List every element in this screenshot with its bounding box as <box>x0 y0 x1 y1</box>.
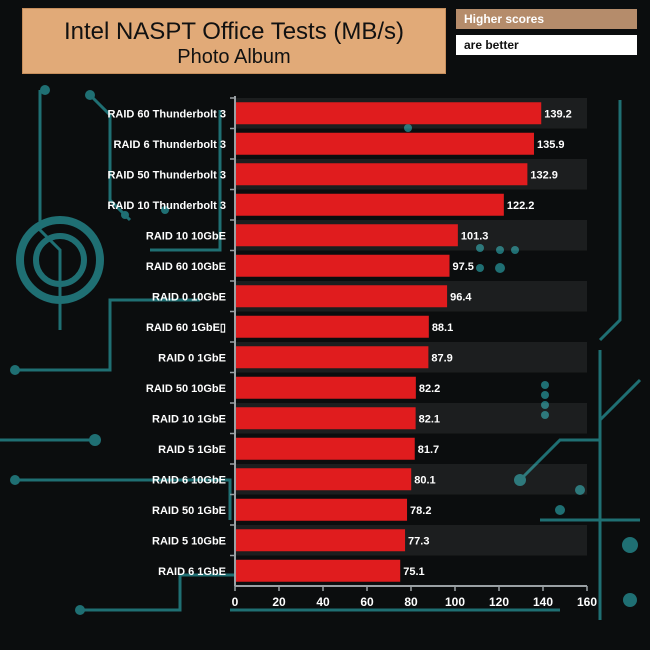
circuit-dot <box>541 401 549 409</box>
circuit-trace <box>80 573 235 612</box>
circuit-dot <box>541 381 549 389</box>
bar <box>235 193 504 216</box>
circuit-trace <box>88 93 132 222</box>
bar <box>235 376 416 399</box>
circuit-dot <box>10 475 20 485</box>
are-better-badge: are better <box>456 35 637 55</box>
x-tick-label: 0 <box>232 595 239 609</box>
category-label: RAID 60 Thunderbolt 3 <box>107 108 226 120</box>
value-label: 96.4 <box>450 291 472 303</box>
category-label: RAID 10 Thunderbolt 3 <box>107 200 226 212</box>
bar <box>235 529 406 552</box>
circuit-dot <box>476 264 484 272</box>
circuit-trace <box>15 298 200 372</box>
value-label: 101.3 <box>461 230 489 242</box>
bar <box>235 559 401 582</box>
bar <box>235 102 542 125</box>
bar <box>235 498 408 521</box>
x-tick-label: 160 <box>577 595 597 609</box>
circuit-ring <box>33 233 87 287</box>
bar <box>235 468 412 491</box>
value-label: 87.9 <box>431 352 452 364</box>
circuit-dot <box>85 90 95 100</box>
circuit-dot <box>575 485 585 495</box>
circuit-dot <box>541 391 549 399</box>
value-label: 78.2 <box>410 505 431 517</box>
x-tick-label: 140 <box>533 595 553 609</box>
circuit-dot <box>622 537 638 553</box>
circuit-dot <box>476 244 484 252</box>
bar <box>235 407 416 430</box>
category-label: RAID 5 10GbE <box>152 535 226 547</box>
circuit-ring <box>16 216 104 304</box>
bar <box>235 254 450 277</box>
category-label: RAID 50 1GbE <box>152 505 226 517</box>
value-label: 80.1 <box>414 474 435 486</box>
value-label: 82.2 <box>419 383 440 395</box>
circuit-dot <box>161 206 169 214</box>
circuit-dot <box>623 593 637 607</box>
value-label: 122.2 <box>507 200 535 212</box>
circuit-trace <box>598 378 642 422</box>
circuit-dot <box>555 505 565 515</box>
bar <box>235 285 448 308</box>
circuit-dot <box>89 434 101 446</box>
category-label: RAID 50 Thunderbolt 3 <box>107 169 226 181</box>
category-label: RAID 6 1GbE <box>158 566 226 578</box>
bar <box>235 437 415 460</box>
circuit-dot <box>40 85 50 95</box>
x-tick-label: 60 <box>360 595 374 609</box>
value-label: 97.5 <box>453 261 474 273</box>
bar <box>235 224 458 247</box>
bar <box>235 346 429 369</box>
circuit-dot <box>514 474 526 486</box>
value-label: 135.9 <box>537 139 565 151</box>
x-tick-label: 80 <box>404 595 418 609</box>
chart-subtitle: Photo Album <box>177 46 291 68</box>
circuit-trace <box>518 438 600 482</box>
circuit-dot <box>495 263 505 273</box>
x-tick-label: 100 <box>445 595 465 609</box>
category-label: RAID 10 10GbE <box>146 230 226 242</box>
circuit-dot <box>10 365 20 375</box>
circuit-trace <box>150 110 222 252</box>
circuit-trace <box>598 100 622 342</box>
value-label: 82.1 <box>419 413 440 425</box>
x-tick-label: 20 <box>272 595 286 609</box>
circuit-dot <box>404 124 412 132</box>
bar <box>235 315 429 338</box>
category-label: RAID 6 Thunderbolt 3 <box>114 139 226 151</box>
category-label: RAID 6 10GbE <box>152 474 226 486</box>
chart-title: Intel NASPT Office Tests (MB/s) <box>63 18 405 45</box>
circuit-dot <box>75 605 85 615</box>
value-label: 88.1 <box>432 322 453 334</box>
circuit-dot <box>121 211 129 219</box>
value-label: 132.9 <box>530 169 558 181</box>
value-label: 77.3 <box>408 535 429 547</box>
chart-title-box: Intel NASPT Office Tests (MB/s) Photo Al… <box>22 8 446 74</box>
category-label: RAID 60 10GbE <box>146 261 226 273</box>
category-label: RAID 0 10GbE <box>152 291 226 303</box>
category-label: RAID 10 1GbE <box>152 413 226 425</box>
category-label: RAID 50 10GbE <box>146 383 226 395</box>
circuit-dot <box>496 246 504 254</box>
circuit-dot <box>541 411 549 419</box>
value-label: 81.7 <box>418 444 439 456</box>
circuit-dot <box>511 246 519 254</box>
value-label: 139.2 <box>544 108 572 120</box>
category-label: RAID 0 1GbE <box>158 352 226 364</box>
higher-scores-badge: Higher scores <box>456 9 637 29</box>
x-tick-label: 40 <box>316 595 330 609</box>
value-label: 75.1 <box>403 566 424 578</box>
circuit-trace <box>15 478 232 520</box>
x-tick-label: 120 <box>489 595 509 609</box>
bar <box>235 163 528 186</box>
category-label: RAID 60 1GbE▯ <box>146 322 226 334</box>
category-label: RAID 5 1GbE <box>158 444 226 456</box>
bar <box>235 132 534 155</box>
